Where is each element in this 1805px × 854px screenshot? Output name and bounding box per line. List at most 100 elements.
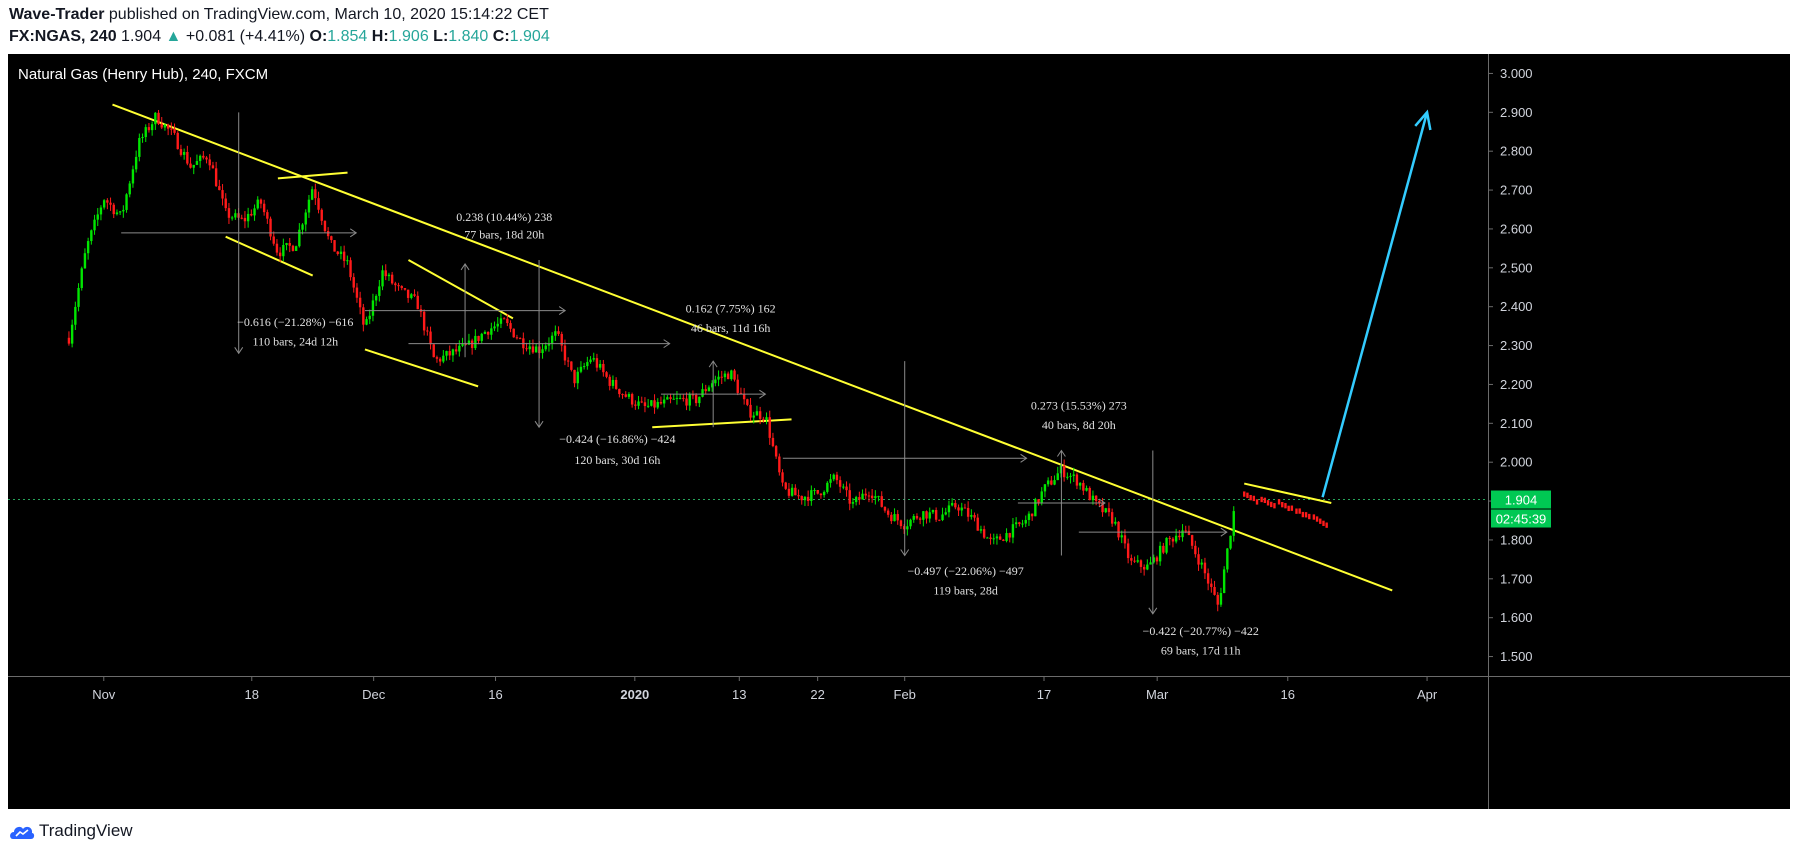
candle-body (170, 128, 173, 130)
candle-body (982, 529, 986, 538)
candle-body (387, 274, 391, 277)
candle-body (1130, 558, 1133, 561)
candle-body (458, 345, 461, 352)
candle-body (1168, 537, 1171, 539)
candle-body (848, 490, 851, 504)
candle-body (1219, 592, 1223, 605)
y-tick-label: 3.000 (1500, 66, 1533, 81)
candle-body (186, 151, 189, 164)
close-value: 1.904 (509, 28, 550, 45)
chart-area[interactable]: 3.000 2.900 2.800 2.700 2.600 2.500 2.400 2.300… (8, 54, 1790, 809)
candle-body (141, 137, 144, 139)
candle-body (915, 515, 919, 519)
x-tick-label: 16 (1281, 687, 1295, 702)
candle-body (77, 287, 80, 307)
candle-body (157, 112, 160, 124)
candle-body (1021, 523, 1024, 525)
candle-body (1075, 474, 1079, 486)
candle-body (160, 123, 163, 128)
candle-body (304, 212, 307, 225)
candle-body (499, 318, 503, 324)
candle-body (566, 360, 570, 362)
candle-body (1171, 538, 1175, 542)
candle-body (890, 514, 893, 522)
measure-arrow-vertical (900, 549, 910, 557)
candle-body (301, 224, 304, 230)
candle-body (1126, 543, 1130, 559)
candle-body (438, 358, 442, 362)
candle-body (250, 213, 253, 216)
candle-body (874, 496, 877, 499)
candle-body (752, 415, 755, 418)
x-tick-label: 16 (488, 687, 502, 702)
candle-body (310, 189, 314, 200)
candle-body (973, 515, 976, 518)
candle-body (918, 518, 922, 520)
candle-body (138, 138, 141, 157)
candle-body (336, 251, 339, 255)
axes-layer: 3.000 2.900 2.800 2.700 2.600 2.500 2.400 2.300… (8, 54, 1790, 809)
candle-body (422, 311, 426, 331)
candle-body (432, 344, 435, 358)
candle-body (1152, 557, 1155, 563)
candle-body (1037, 499, 1040, 503)
candle-body (86, 241, 90, 254)
candle-body (224, 198, 227, 209)
price-chart[interactable]: 3.000 2.900 2.800 2.700 2.600 2.500 2.400 2.300… (8, 54, 1790, 809)
candles-layer (67, 109, 1328, 612)
candle-body (723, 373, 727, 378)
candle-body (227, 208, 231, 218)
candle-body (346, 260, 349, 262)
candle-body (963, 507, 967, 509)
candle-body (118, 211, 122, 213)
candle-body (1046, 480, 1050, 485)
candle-body (90, 230, 93, 242)
candle-body (1069, 475, 1072, 477)
tradingview-logo[interactable]: TradingView (9, 821, 133, 841)
candle-body (272, 236, 275, 244)
candle-body (1114, 521, 1117, 524)
candle-body (646, 405, 650, 407)
y-tick-label: 2.800 (1500, 144, 1533, 159)
candle-body (198, 155, 202, 162)
x-tick-label: Nov (92, 687, 116, 702)
measure-arrow-vertical (1148, 607, 1158, 615)
candle-body (330, 236, 333, 241)
projected-candle (1298, 508, 1301, 514)
projection-arrowhead (1414, 109, 1432, 131)
author-name[interactable]: Wave-Trader (9, 6, 105, 23)
high-value: 1.906 (388, 28, 429, 45)
candle-body (899, 520, 903, 527)
candle-body (781, 472, 784, 483)
candle-body (966, 507, 970, 517)
candle-body (1066, 476, 1069, 478)
candle-body (518, 338, 522, 340)
cloud-icon (10, 826, 35, 839)
candle-body (1146, 564, 1149, 570)
candle-body (176, 132, 179, 150)
candle-body (592, 358, 595, 360)
candle-body (755, 411, 759, 416)
y-tick-label: 1.800 (1500, 532, 1533, 547)
y-tick-label: 2.600 (1500, 221, 1533, 236)
open-label: O: (309, 28, 328, 45)
candle-body (512, 328, 515, 338)
candle-body (550, 335, 554, 344)
candle-body (970, 515, 973, 517)
candle-body (525, 348, 528, 350)
candle-body (640, 401, 643, 403)
projected-candle (1249, 494, 1252, 501)
candle-body (858, 497, 861, 500)
candle-body (464, 343, 467, 345)
drawings-layer (8, 103, 1488, 592)
candle-body (218, 186, 221, 191)
measure-sublabel: 120 bars, 30d 16h (574, 453, 660, 467)
candle-body (614, 379, 618, 389)
candle-body (166, 124, 170, 129)
candle-body (1203, 562, 1207, 574)
candle-body (790, 487, 794, 496)
candle-body (1117, 521, 1120, 538)
last-price-badge (1491, 490, 1551, 509)
candle-body (954, 503, 957, 508)
candle-body (352, 277, 355, 288)
